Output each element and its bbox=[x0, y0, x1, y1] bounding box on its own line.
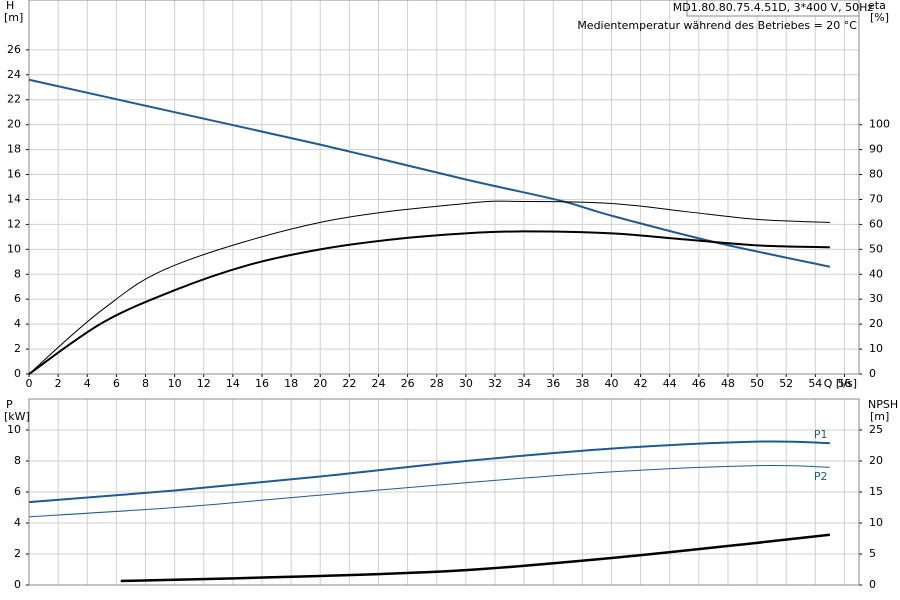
plot-frame bbox=[28, 0, 860, 375]
y2-tick-label: 20 bbox=[869, 317, 883, 330]
y-axis-label: P bbox=[6, 398, 13, 411]
curve bbox=[120, 533, 831, 583]
y2-tick-label: 5 bbox=[869, 547, 876, 560]
x-tick-label: 6 bbox=[113, 377, 120, 390]
y-tick-label: 6 bbox=[14, 292, 21, 305]
y2-tick-label: 10 bbox=[869, 516, 883, 529]
y-tick-label: 20 bbox=[7, 118, 21, 131]
y-tick-label: 26 bbox=[7, 43, 21, 56]
x-tick-label: 4 bbox=[84, 377, 91, 390]
y2-tick-label: 20 bbox=[869, 454, 883, 467]
y2-tick-label: 50 bbox=[869, 242, 883, 255]
y-axis-label: H bbox=[6, 0, 14, 12]
x-tick-label: 36 bbox=[546, 377, 560, 390]
x-tick-label: 48 bbox=[721, 377, 735, 390]
y-tick-label: 10 bbox=[7, 423, 21, 436]
x-tick-label: 34 bbox=[517, 377, 531, 390]
x-tick-label: 26 bbox=[401, 377, 415, 390]
x-tick-label: 8 bbox=[142, 377, 149, 390]
y2-tick-label: 0 bbox=[869, 578, 876, 591]
x-tick-label: 28 bbox=[430, 377, 444, 390]
x-tick-label: 42 bbox=[634, 377, 648, 390]
x-tick-label: 2 bbox=[55, 377, 62, 390]
y-tick-label: 2 bbox=[14, 547, 21, 560]
y-tick-label: 22 bbox=[7, 93, 21, 106]
y-tick-label: 8 bbox=[14, 267, 21, 280]
curve bbox=[28, 200, 830, 375]
series-label: P2 bbox=[814, 470, 828, 483]
curve bbox=[28, 78, 831, 268]
x-tick-label: 50 bbox=[750, 377, 764, 390]
curve bbox=[28, 440, 830, 504]
y-tick-label: 14 bbox=[7, 192, 21, 205]
y2-tick-label: 70 bbox=[869, 192, 883, 205]
y2-tick-label: 60 bbox=[869, 217, 883, 230]
y2-tick-label: 15 bbox=[869, 485, 883, 498]
x-tick-label: 16 bbox=[255, 377, 269, 390]
chart-title: MD1.80.80.75.4.51D, 3*400 V, 50Hz bbox=[673, 1, 874, 14]
x-tick-label: 40 bbox=[604, 377, 618, 390]
y2-tick-label: 25 bbox=[869, 423, 883, 436]
x-tick-label: 32 bbox=[488, 377, 502, 390]
x-tick-label: 20 bbox=[313, 377, 327, 390]
y2-axis-unit: [m] bbox=[870, 410, 889, 423]
curve bbox=[28, 230, 830, 375]
y-tick-label: 2 bbox=[14, 342, 21, 355]
x-tick-label: 56 bbox=[837, 377, 851, 390]
plot-frame bbox=[28, 398, 860, 586]
title-box bbox=[686, 0, 860, 17]
x-tick-label: 0 bbox=[26, 377, 33, 390]
y-tick-label: 4 bbox=[14, 317, 21, 330]
x-tick-label: 12 bbox=[197, 377, 211, 390]
y2-axis-label: NPSH bbox=[868, 398, 898, 411]
y-tick-label: 12 bbox=[7, 217, 21, 230]
x-tick-label: 18 bbox=[284, 377, 298, 390]
y2-axis-label: eta bbox=[868, 0, 886, 12]
series-label: P1 bbox=[814, 428, 828, 441]
y-tick-label: 0 bbox=[14, 578, 21, 591]
y-axis-unit: [m] bbox=[4, 11, 23, 24]
x-tick-label: 46 bbox=[692, 377, 706, 390]
x-tick-label: 44 bbox=[663, 377, 677, 390]
y2-tick-label: 100 bbox=[869, 118, 890, 131]
y-tick-label: 16 bbox=[7, 168, 21, 181]
annotation: Medientemperatur während des Betriebes =… bbox=[577, 19, 857, 32]
x-tick-label: 10 bbox=[168, 377, 182, 390]
y2-axis-unit: [%] bbox=[870, 11, 889, 24]
y-axis-unit: [kW] bbox=[4, 410, 30, 423]
y2-tick-label: 30 bbox=[869, 292, 883, 305]
y-tick-label: 4 bbox=[14, 516, 21, 529]
x-tick-label: 22 bbox=[342, 377, 356, 390]
x-tick-label: 54 bbox=[808, 377, 822, 390]
x-tick-label: 52 bbox=[779, 377, 793, 390]
y-tick-label: 10 bbox=[7, 242, 21, 255]
x-tick-label: 38 bbox=[575, 377, 589, 390]
y2-tick-label: 10 bbox=[869, 342, 883, 355]
y2-tick-label: 0 bbox=[869, 367, 876, 380]
x-tick-label: 30 bbox=[459, 377, 473, 390]
x-axis-label: Q [l/s] bbox=[824, 377, 857, 390]
y-tick-label: 6 bbox=[14, 485, 21, 498]
x-tick-label: 24 bbox=[371, 377, 385, 390]
y2-tick-label: 40 bbox=[869, 267, 883, 280]
y-tick-label: 24 bbox=[7, 68, 21, 81]
y-tick-label: 0 bbox=[14, 367, 21, 380]
y-tick-label: 8 bbox=[14, 454, 21, 467]
y2-tick-label: 80 bbox=[869, 168, 883, 181]
y-tick-label: 18 bbox=[7, 143, 21, 156]
y2-tick-label: 90 bbox=[869, 143, 883, 156]
curve bbox=[28, 464, 830, 518]
x-tick-label: 14 bbox=[226, 377, 240, 390]
